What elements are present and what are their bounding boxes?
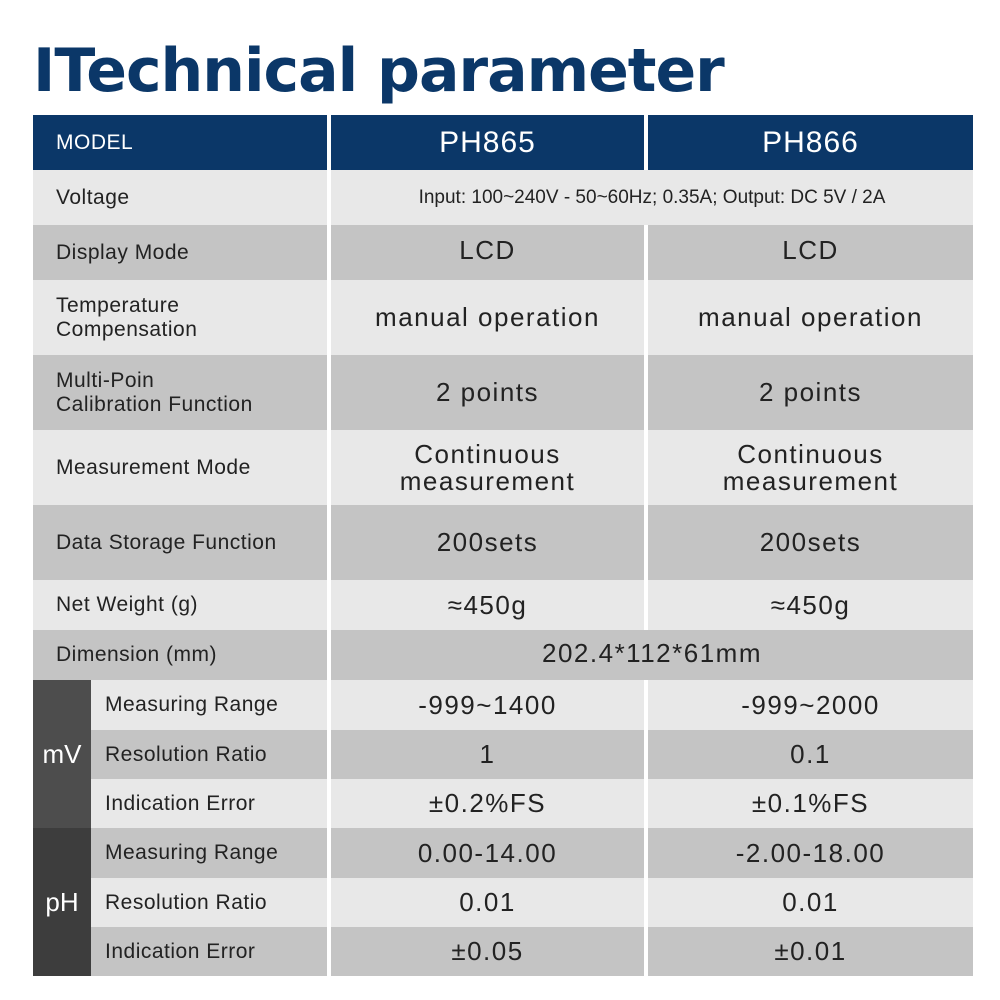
ph-resolution-label: Resolution Ratio (91, 878, 327, 927)
mv-resolution-ph866: 0.1 (648, 730, 973, 779)
ph-indication-error-ph866: ±0.01 (648, 927, 973, 976)
model-ph865-header: PH865 (331, 115, 644, 170)
measurement-mode-ph866: Continuous measurement (648, 430, 973, 505)
net-weight-ph866: ≈450g (648, 580, 973, 630)
ph-resolution-ph865: 0.01 (331, 878, 644, 927)
mv-indication-error-ph865: ±0.2%FS (331, 779, 644, 828)
measurement-mode-ph865: Continuous measurement (331, 430, 644, 505)
mv-indication-error-label: Indication Error (91, 779, 327, 828)
ph-measuring-range-ph865: 0.00-14.00 (331, 828, 644, 878)
page-title: ITechnical parameter (33, 36, 725, 106)
net-weight-label: Net Weight (g) (33, 580, 327, 630)
mv-resolution-ph865: 1 (331, 730, 644, 779)
data-storage-ph866: 200sets (648, 505, 973, 580)
measurement-mode-label: Measurement Mode (33, 430, 327, 505)
ph-measuring-range-ph866: -2.00-18.00 (648, 828, 973, 878)
mv-indication-error-ph866: ±0.1%FS (648, 779, 973, 828)
dimension-value: 202.4*112*61mm (331, 630, 973, 680)
temp-compensation-ph866: manual operation (648, 280, 973, 355)
ph-indication-error-label: Indication Error (91, 927, 327, 976)
model-ph866-header: PH866 (648, 115, 973, 170)
calibration-ph865: 2 points (331, 355, 644, 430)
ph-measuring-range-label: Measuring Range (91, 828, 327, 878)
mv-measuring-range-ph866: -999~2000 (648, 680, 973, 730)
spec-table: MODEL PH865 PH866 Voltage Input: 100~240… (33, 115, 973, 976)
display-mode-ph865: LCD (331, 225, 644, 280)
display-mode-label: Display Mode (33, 225, 327, 280)
temp-compensation-ph865: manual operation (331, 280, 644, 355)
ph-resolution-ph866: 0.01 (648, 878, 973, 927)
calibration-label: Multi-Poin Calibration Function (33, 355, 327, 430)
mv-group-label: mV (33, 680, 91, 828)
model-header-label: MODEL (33, 115, 327, 170)
temp-compensation-label: Temperature Compensation (33, 280, 327, 355)
calibration-ph866: 2 points (648, 355, 973, 430)
voltage-label: Voltage (33, 170, 327, 225)
voltage-value: Input: 100~240V - 50~60Hz; 0.35A; Output… (331, 170, 973, 225)
mv-resolution-label: Resolution Ratio (91, 730, 327, 779)
dimension-label: Dimension (mm) (33, 630, 327, 680)
data-storage-ph865: 200sets (331, 505, 644, 580)
ph-group-label: pH (33, 828, 91, 976)
mv-measuring-range-ph865: -999~1400 (331, 680, 644, 730)
mv-measuring-range-label: Measuring Range (91, 680, 327, 730)
ph-indication-error-ph865: ±0.05 (331, 927, 644, 976)
display-mode-ph866: LCD (648, 225, 973, 280)
net-weight-ph865: ≈450g (331, 580, 644, 630)
data-storage-label: Data Storage Function (33, 505, 327, 580)
